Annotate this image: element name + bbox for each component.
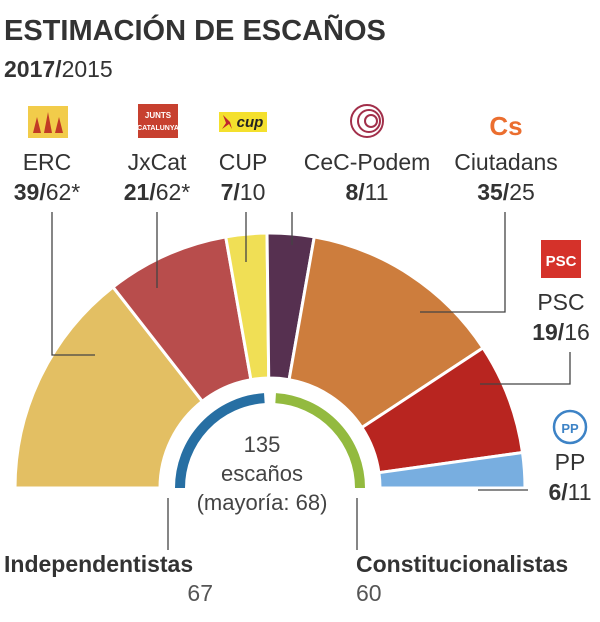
chart-subtitle: 2017/2015 — [4, 56, 113, 82]
seats-2017: 7 — [221, 179, 234, 205]
svg-text:21/62*: 21/62* — [124, 179, 191, 205]
seats-2015: 11 — [365, 179, 389, 205]
seats-2015: 11 — [568, 479, 592, 505]
ciutadans-logo: Cs — [489, 111, 522, 141]
seats-2017: 39 — [14, 179, 40, 205]
bloc-arc-independentistas — [175, 393, 265, 489]
label-ciutadans: Ciutadans 35/25 — [454, 149, 558, 205]
svg-text:39/62*: 39/62* — [14, 179, 81, 205]
seats-2017: 19 — [532, 319, 558, 345]
bloc-constitucionalistas: Constitucionalistas 60 — [356, 551, 568, 606]
bloc-seats: 60 — [356, 580, 382, 606]
svg-text:PP: PP — [561, 421, 579, 436]
party-name: CeC-Podem — [304, 149, 431, 175]
party-name: Ciutadans — [454, 149, 558, 175]
svg-text:8/11: 8/11 — [345, 179, 388, 205]
psc-logo: PSC — [541, 240, 581, 278]
bloc-name: Constitucionalistas — [356, 551, 568, 577]
party-name: CUP — [219, 149, 268, 175]
subtitle-year-2015: 2015 — [62, 56, 113, 82]
svg-text:35/25: 35/25 — [477, 179, 535, 205]
seats-2015: 62* — [156, 179, 191, 205]
bloc-seats: 67 — [187, 580, 213, 606]
svg-text:JUNTS: JUNTS — [145, 111, 172, 120]
bloc-arc-constitucionalistas — [275, 393, 365, 489]
center-unit: escaños — [221, 461, 303, 486]
label-jxcat: JxCat 21/62* — [124, 149, 191, 205]
seats-2015: 25 — [509, 179, 535, 205]
bloc-arcs — [175, 393, 365, 489]
junts-per-catalunya-logo: JUNTS CATALUNYA — [137, 104, 179, 138]
cec-podem-logo — [350, 104, 384, 138]
center-label: 135 escaños (mayoría: 68) — [197, 432, 328, 515]
seats-2015: 62* — [46, 179, 81, 205]
wedge-erc — [13, 284, 205, 490]
party-name: PSC — [537, 289, 584, 315]
seats-2017: 8 — [345, 179, 358, 205]
svg-text:19/16: 19/16 — [532, 319, 590, 345]
svg-text:Cs: Cs — [489, 111, 522, 141]
cup-logo: cup — [219, 112, 267, 132]
seats-2017: 6 — [548, 479, 561, 505]
seats-2015: 10 — [240, 179, 266, 205]
label-erc: ERC 39/62* — [14, 149, 81, 205]
leader-lines — [51, 212, 571, 550]
party-name: JxCat — [128, 149, 187, 175]
svg-text:cup: cup — [237, 114, 264, 131]
bloc-name: Independentistas — [4, 551, 193, 577]
erc-logo — [28, 106, 68, 138]
wedge-ciutadans — [287, 235, 486, 430]
svg-text:6/11: 6/11 — [548, 479, 591, 505]
seats-2017: 21 — [124, 179, 150, 205]
center-majority: (mayoría: 68) — [197, 490, 328, 515]
party-name: ERC — [23, 149, 72, 175]
subtitle-year-2017: 2017/ — [4, 56, 62, 82]
center-total: 135 — [244, 432, 281, 457]
label-cec-podem: CeC-Podem 8/11 — [304, 149, 431, 205]
leader-ciutadans — [420, 212, 506, 313]
bloc-independentistas: Independentistas 67 — [4, 551, 213, 606]
label-cup: CUP 7/10 — [219, 149, 268, 205]
svg-text:7/10: 7/10 — [221, 179, 266, 205]
leader-erc — [51, 212, 95, 356]
wedge-pp — [377, 450, 527, 490]
seats-2017: 35 — [477, 179, 503, 205]
label-psc: PSC 19/16 — [532, 289, 590, 345]
chart-title: ESTIMACIÓN DE ESCAÑOS — [4, 13, 386, 47]
party-name: PP — [555, 449, 586, 475]
seat-wedges — [13, 231, 527, 490]
svg-text:PSC: PSC — [546, 253, 577, 270]
pp-logo: PP — [552, 409, 588, 445]
svg-text:CATALUNYA: CATALUNYA — [137, 125, 179, 132]
leader-psc — [480, 352, 571, 385]
label-pp: PP 6/11 — [548, 449, 591, 505]
seats-2015: 16 — [564, 319, 590, 345]
